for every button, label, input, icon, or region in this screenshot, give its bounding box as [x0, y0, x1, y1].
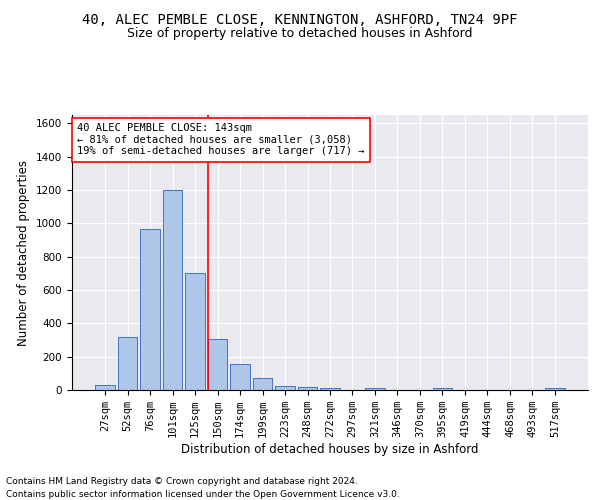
Text: 40 ALEC PEMBLE CLOSE: 143sqm
← 81% of detached houses are smaller (3,058)
19% of: 40 ALEC PEMBLE CLOSE: 143sqm ← 81% of de…: [77, 123, 365, 156]
Bar: [118, 336, 137, 390]
Bar: [253, 378, 272, 390]
Text: Contains HM Land Registry data © Crown copyright and database right 2024.: Contains HM Land Registry data © Crown c…: [6, 478, 358, 486]
Y-axis label: Number of detached properties: Number of detached properties: [17, 160, 31, 346]
Bar: [208, 339, 227, 390]
Bar: [320, 388, 340, 390]
Bar: [298, 386, 317, 390]
Bar: [163, 190, 182, 390]
X-axis label: Distribution of detached houses by size in Ashford: Distribution of detached houses by size …: [181, 443, 479, 456]
Bar: [275, 386, 295, 390]
Text: Contains public sector information licensed under the Open Government Licence v3: Contains public sector information licen…: [6, 490, 400, 499]
Bar: [140, 229, 160, 390]
Bar: [365, 388, 385, 390]
Text: Size of property relative to detached houses in Ashford: Size of property relative to detached ho…: [127, 28, 473, 40]
Bar: [230, 364, 250, 390]
Bar: [545, 388, 565, 390]
Bar: [433, 388, 452, 390]
Text: 40, ALEC PEMBLE CLOSE, KENNINGTON, ASHFORD, TN24 9PF: 40, ALEC PEMBLE CLOSE, KENNINGTON, ASHFO…: [82, 12, 518, 26]
Bar: [185, 274, 205, 390]
Bar: [95, 385, 115, 390]
